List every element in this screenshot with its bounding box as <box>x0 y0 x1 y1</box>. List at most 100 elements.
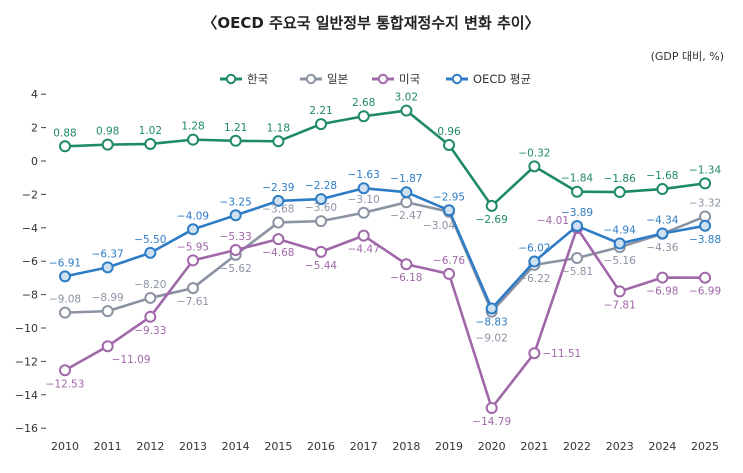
legend-item[interactable]: OECD 평균 <box>446 72 531 86</box>
data-label: −6.91 <box>49 257 81 269</box>
data-point <box>613 237 626 250</box>
data-point <box>400 196 413 209</box>
data-point <box>59 270 71 283</box>
x-tick-label: 2020 <box>478 440 506 453</box>
x-tick-label: 2010 <box>51 440 79 453</box>
data-label: −8.20 <box>134 279 166 291</box>
data-point <box>59 140 71 153</box>
data-label: 0.98 <box>96 126 119 138</box>
data-point <box>699 271 712 284</box>
x-tick-label: 2024 <box>648 440 676 453</box>
y-tick-label: −16 <box>15 422 38 435</box>
data-point <box>528 347 541 360</box>
data-point <box>699 177 712 190</box>
data-point <box>315 193 328 206</box>
data-label: 0.96 <box>437 126 461 138</box>
data-point <box>229 209 242 222</box>
legend-item[interactable]: 일본 <box>300 72 348 86</box>
legend-circle-marker <box>451 73 463 85</box>
data-point <box>699 219 712 232</box>
y-tick-label: −12 <box>15 355 38 368</box>
y-tick-label: −2 <box>22 188 38 201</box>
data-point <box>485 302 498 315</box>
data-label: −5.62 <box>220 263 252 275</box>
data-label: −6.22 <box>518 273 550 285</box>
data-label: −3.89 <box>561 207 593 219</box>
data-point <box>272 135 285 148</box>
y-tick-label: −10 <box>15 322 38 335</box>
data-point <box>144 137 157 150</box>
x-tick-label: 2015 <box>264 440 292 453</box>
data-point <box>357 206 370 219</box>
data-label: −2.39 <box>262 182 294 194</box>
series-line <box>64 200 706 314</box>
x-tick-label: 2013 <box>179 440 207 453</box>
data-label: −9.02 <box>476 333 508 345</box>
data-label: −6.76 <box>433 255 465 267</box>
legend-circle-marker <box>377 73 389 85</box>
data-label: −2.69 <box>476 214 508 226</box>
data-point <box>485 401 498 414</box>
data-label: −4.94 <box>604 224 636 236</box>
data-label: 1.02 <box>139 125 162 137</box>
x-tick-label: 2025 <box>691 440 719 453</box>
data-label: 1.21 <box>224 122 247 134</box>
data-label: −5.95 <box>177 241 209 253</box>
series-0 <box>59 104 712 212</box>
data-label: −5.33 <box>220 231 252 243</box>
data-point <box>101 305 114 318</box>
data-point <box>101 261 114 274</box>
data-point <box>272 216 285 229</box>
legend-circle-marker <box>225 73 237 85</box>
data-label: −11.09 <box>112 354 151 366</box>
x-tick-label: 2016 <box>307 440 335 453</box>
data-point <box>656 271 669 284</box>
data-labels-1: −9.08 −8.99 −8.20 −7.61 −5.62 −3.68 −3.60 −3.10… <box>49 194 721 345</box>
data-label: −3.25 <box>220 196 252 208</box>
data-label: −11.51 <box>542 348 581 360</box>
data-point <box>528 255 541 268</box>
data-point <box>357 182 370 195</box>
data-label: −6.02 <box>518 243 550 255</box>
data-label: −2.28 <box>305 180 337 192</box>
data-point <box>400 186 413 199</box>
data-label: −3.88 <box>689 234 721 246</box>
data-point <box>613 186 626 199</box>
data-label: 2.21 <box>309 105 332 117</box>
data-label: −9.08 <box>49 294 81 306</box>
data-label: −4.01 <box>537 215 569 227</box>
legend-label: OECD 평균 <box>473 72 531 86</box>
legend-item[interactable]: 미국 <box>372 72 420 86</box>
y-tick-label: 2 <box>31 122 38 135</box>
data-point <box>315 245 328 258</box>
data-label: −1.84 <box>561 173 593 185</box>
data-point <box>101 138 114 151</box>
data-label: −12.53 <box>46 378 85 390</box>
x-axis: 2010 2011 2012 2013 2014 2015 2016 2017 2018 2019… <box>51 440 719 453</box>
legend-label: 일본 <box>327 72 348 86</box>
x-tick-label: 2017 <box>350 440 378 453</box>
legend-item[interactable]: 한국 <box>220 72 268 86</box>
data-point <box>528 160 541 173</box>
y-tick-label: 4 <box>31 88 38 101</box>
data-label: −6.18 <box>390 272 422 284</box>
data-label: −3.04 <box>423 220 455 232</box>
y-tick-label: 0 <box>31 155 38 168</box>
unit-label: (GDP 대비, %) <box>651 50 724 63</box>
data-label: −5.81 <box>561 266 593 278</box>
data-point <box>101 340 114 353</box>
data-label: −0.32 <box>518 147 550 159</box>
data-point <box>656 183 669 196</box>
chart-title: 〈OECD 주요국 일반정부 통합재정수지 변화 추이〉 <box>202 14 539 32</box>
data-point <box>229 134 242 147</box>
data-label: 0.88 <box>53 127 76 139</box>
data-label: −5.50 <box>134 234 166 246</box>
x-tick-label: 2021 <box>520 440 548 453</box>
x-tick-label: 2023 <box>606 440 634 453</box>
data-point <box>187 133 200 146</box>
data-point <box>59 306 71 319</box>
data-point <box>272 194 285 207</box>
y-tick-label: −14 <box>15 389 38 402</box>
data-label: −3.32 <box>689 197 721 209</box>
